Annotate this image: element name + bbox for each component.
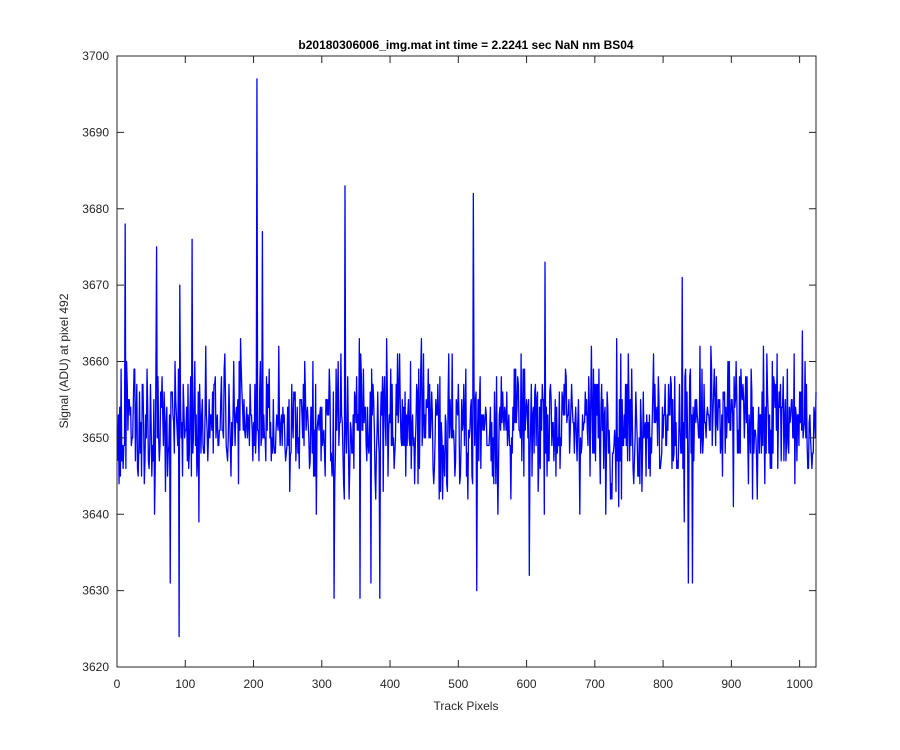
y-tick-label: 3640 — [82, 507, 109, 521]
y-tick-label: 3690 — [82, 125, 109, 139]
x-tick-label: 700 — [585, 677, 605, 691]
x-axis-ticks: 0 100 200 300 400 500 600 700 800 900 1000 — [114, 56, 813, 691]
y-tick-label: 3680 — [82, 202, 109, 216]
y-tick-label: 3670 — [82, 278, 109, 292]
x-tick-label: 600 — [517, 677, 537, 691]
x-tick-label: 1000 — [786, 677, 813, 691]
x-tick-label: 100 — [175, 677, 195, 691]
x-tick-label: 900 — [721, 677, 741, 691]
series-layer — [117, 78, 817, 638]
x-tick-label: 300 — [312, 677, 332, 691]
y-tick-label: 3650 — [82, 431, 109, 445]
x-tick-label: 0 — [114, 677, 121, 691]
x-tick-label: 800 — [653, 677, 673, 691]
y-axis-label: Signal (ADU) at pixel 492 — [57, 293, 71, 428]
y-tick-label: 3630 — [82, 584, 109, 598]
x-tick-label: 400 — [380, 677, 400, 691]
x-tick-label: 500 — [448, 677, 468, 691]
y-axis-ticks: 3620 3630 3640 3650 3660 3670 3680 3690 3700 — [82, 49, 816, 674]
y-tick-label: 3660 — [82, 355, 109, 369]
x-tick-label: 200 — [244, 677, 264, 691]
y-tick-label: 3700 — [82, 49, 109, 63]
y-tick-label: 3620 — [82, 660, 109, 674]
chart-title: b20180306006_img.mat int time = 2.2241 s… — [298, 38, 634, 52]
signal-series-line — [117, 78, 817, 638]
x-axis-label: Track Pixels — [434, 699, 499, 713]
